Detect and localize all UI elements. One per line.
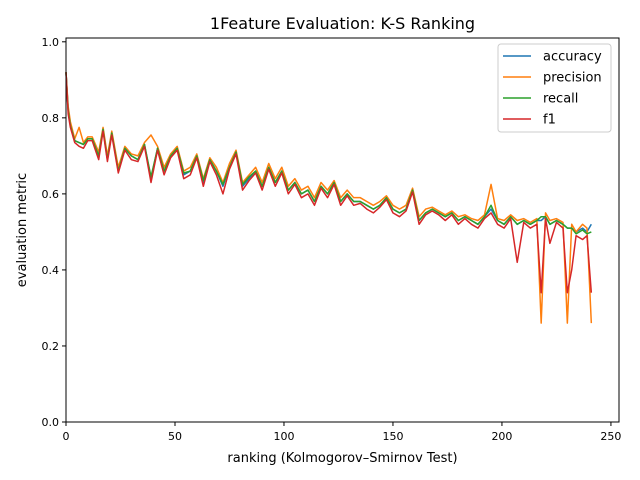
legend: accuracy precision recall f1 xyxy=(497,43,612,133)
plot-frame xyxy=(65,37,620,423)
y-tick-label: 0.4 xyxy=(42,264,60,277)
chart-title: 1Feature Evaluation: K-S Ranking xyxy=(210,14,475,33)
x-axis-label: ranking (Kolmogorov–Smirnov Test) xyxy=(227,451,457,466)
x-tick-label: 250 xyxy=(600,430,621,443)
y-axis-label: evaluation metric xyxy=(15,173,30,287)
series-line-precision xyxy=(65,72,593,324)
x-tick-label: 200 xyxy=(491,430,512,443)
legend-label-accuracy: accuracy xyxy=(543,50,602,65)
legend-label-f1: f1 xyxy=(543,113,556,128)
y-tick-label: 0.6 xyxy=(42,188,60,201)
x-tick-label: 150 xyxy=(382,430,403,443)
y-tick-label: 0.2 xyxy=(42,340,60,353)
series-layer xyxy=(65,72,593,324)
series-line-f1 xyxy=(65,72,593,294)
x-tick-label: 0 xyxy=(63,430,70,443)
legend-label-precision: precision xyxy=(543,71,602,86)
series-line-recall xyxy=(65,72,592,235)
y-tick-label: 0.8 xyxy=(42,112,60,125)
legend-label-recall: recall xyxy=(543,92,578,107)
x-tick-label: 100 xyxy=(273,430,294,443)
y-tick-label: 1.0 xyxy=(42,36,60,49)
y-axis: 0.0 0.2 0.4 0.6 0.8 1.0 xyxy=(42,36,66,429)
x-axis: 0 50 100 150 200 250 xyxy=(63,422,621,443)
y-tick-label: 0.0 xyxy=(42,416,60,429)
x-tick-label: 50 xyxy=(168,430,182,443)
legend-box xyxy=(497,43,612,133)
